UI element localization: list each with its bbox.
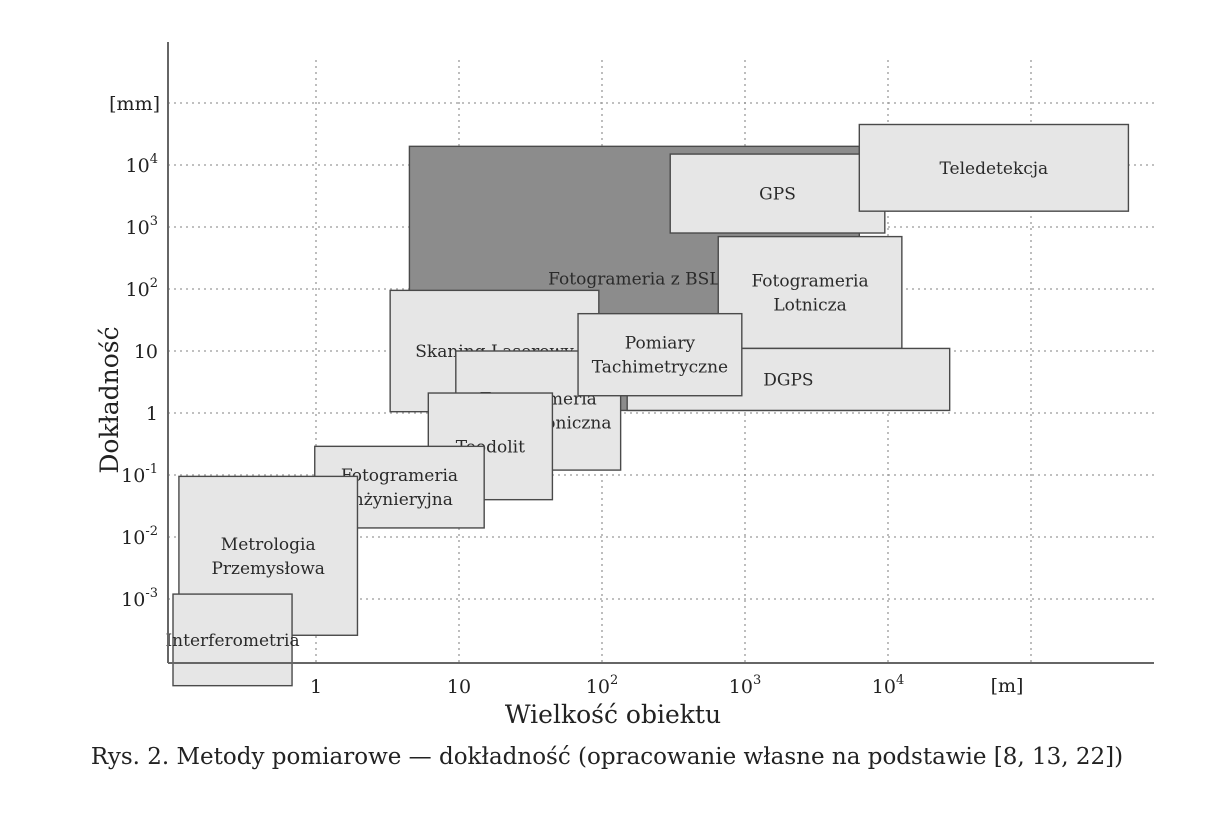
tick-label: 104 bbox=[872, 673, 904, 698]
tick-label: 102 bbox=[126, 276, 158, 301]
x-axis-title: Wielkość obiektu bbox=[505, 700, 721, 729]
region-rect bbox=[577, 312, 743, 397]
tick-label: 103 bbox=[126, 214, 158, 239]
region-label: Pomiary bbox=[625, 334, 696, 354]
diagram: Fotogrameria z BSL GPS Teledetekcja Fotogra… bbox=[95, 42, 1154, 729]
region-label: GPS bbox=[759, 185, 796, 205]
axes bbox=[167, 42, 1154, 664]
region-label: Przemysłowa bbox=[211, 559, 324, 579]
region-box: Teledetekcja bbox=[858, 123, 1130, 212]
tick-label: 10 bbox=[134, 341, 158, 363]
tick-label: 1 bbox=[146, 403, 158, 425]
tick-label: 104 bbox=[126, 152, 158, 177]
tick-label: 10-2 bbox=[121, 524, 158, 549]
region-box: Pomiary Tachimetryczne bbox=[577, 312, 743, 397]
regions: Fotogrameria z BSL GPS Teledetekcja Fotogra… bbox=[165, 123, 1130, 687]
tick-labels: 10-3 10-2 10-1 1 10 102 103 104 1 10 102 103 104 bbox=[121, 152, 904, 698]
region-label: Metrologia bbox=[221, 535, 316, 555]
tick-label: 102 bbox=[586, 673, 618, 698]
y-unit-label: [mm] bbox=[109, 93, 160, 115]
tick-label: 103 bbox=[729, 673, 761, 698]
region-label: Fotogrameria z BSL bbox=[548, 269, 720, 289]
region-rect bbox=[669, 153, 886, 234]
y-axis-title: Dokładność bbox=[95, 326, 124, 473]
region-label: Teledetekcja bbox=[940, 159, 1049, 179]
x-unit-label: [m] bbox=[991, 675, 1024, 697]
region-label: Inżynieryjna bbox=[346, 490, 453, 510]
region-box: Fotogrameria Lotnicza bbox=[717, 235, 903, 350]
tick-label: 10-1 bbox=[121, 462, 158, 487]
region-box: Interferometria bbox=[165, 593, 300, 687]
region-label: DGPS bbox=[763, 370, 813, 390]
region-rect bbox=[717, 235, 903, 350]
region-label: Interferometria bbox=[165, 631, 299, 651]
region-rect bbox=[172, 593, 293, 687]
region-label: Tachimetryczne bbox=[592, 358, 728, 378]
region-label: Fotogrameria bbox=[751, 272, 868, 292]
region-label: Lotnicza bbox=[773, 296, 846, 316]
region-label: Fotogrameria bbox=[341, 466, 458, 486]
tick-label: 10 bbox=[447, 676, 471, 698]
region-box: GPS bbox=[669, 153, 886, 234]
region-rect bbox=[858, 123, 1130, 212]
tick-label: 10-3 bbox=[121, 586, 158, 611]
figure-caption: Rys. 2. Metody pomiarowe — dokładność (o… bbox=[90, 744, 1124, 770]
tick-label: 1 bbox=[310, 676, 322, 698]
